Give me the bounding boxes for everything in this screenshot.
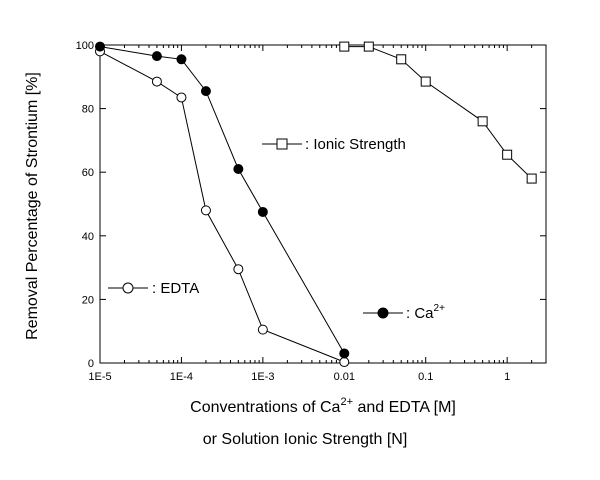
y-tick-label: 60: [82, 167, 94, 179]
data-point: [339, 348, 350, 359]
plot-frame: [99, 44, 547, 364]
x-tick-label: 1E-5: [88, 371, 111, 383]
data-point: [200, 205, 211, 216]
legend-edta: : EDTA: [108, 280, 199, 297]
x-tick-label: 1E-3: [251, 371, 274, 383]
x-tick-label: 1: [504, 371, 510, 383]
data-point: [257, 324, 268, 335]
data-point: [176, 92, 187, 103]
data-point: [151, 76, 162, 87]
x-tick-label: 0.01: [334, 371, 355, 383]
data-point: [151, 51, 162, 62]
data-point: [339, 357, 350, 368]
legend-ca: : Ca2+: [363, 303, 445, 322]
data-point: [339, 41, 350, 52]
y-tick-label: 20: [82, 294, 94, 306]
y-axis-ticks: 0 20 40 60 80 100: [76, 40, 546, 370]
data-point: [257, 206, 268, 217]
data-point: [396, 54, 407, 65]
data-point: [95, 41, 105, 52]
data-point: [420, 76, 431, 87]
x-tick-label: 0.1: [418, 371, 433, 383]
data-point: [477, 116, 488, 127]
x-axis-label-line1: Conventrations of Ca2+ and EDTA [M]: [190, 396, 456, 416]
data-point: [176, 54, 187, 65]
y-tick-label: 0: [88, 358, 94, 370]
legend-ca-label: : Ca2+: [406, 303, 445, 322]
legend-ca-sup: 2+: [434, 303, 446, 314]
data-point: [502, 149, 513, 160]
y-tick-label: 40: [82, 231, 94, 243]
x-axis-ticks: 1E-5 1E-4 1E-3 0.01 0.1 1: [88, 45, 533, 383]
y-axis-label: Removal Percentage of Strontium [%]: [24, 72, 41, 340]
y-tick-label: 80: [82, 104, 94, 116]
y-tick-label: 100: [76, 40, 94, 52]
data-point: [200, 86, 211, 97]
x-axis-label-line2: or Solution Ionic Strength [N]: [203, 431, 408, 448]
data-point: [233, 264, 244, 275]
series-layer: [95, 41, 537, 368]
legend-ionic-strength-label: : Ionic Strength: [305, 136, 406, 153]
data-point: [233, 164, 244, 175]
legend-ionic-strength: : Ionic Strength: [262, 136, 406, 153]
series-line-1: [99, 46, 345, 354]
series-line-0: [99, 50, 345, 363]
x-tick-label: 1E-4: [170, 371, 193, 383]
legend-edta-label: : EDTA: [152, 280, 199, 297]
data-point: [526, 173, 537, 184]
data-point: [363, 41, 374, 52]
